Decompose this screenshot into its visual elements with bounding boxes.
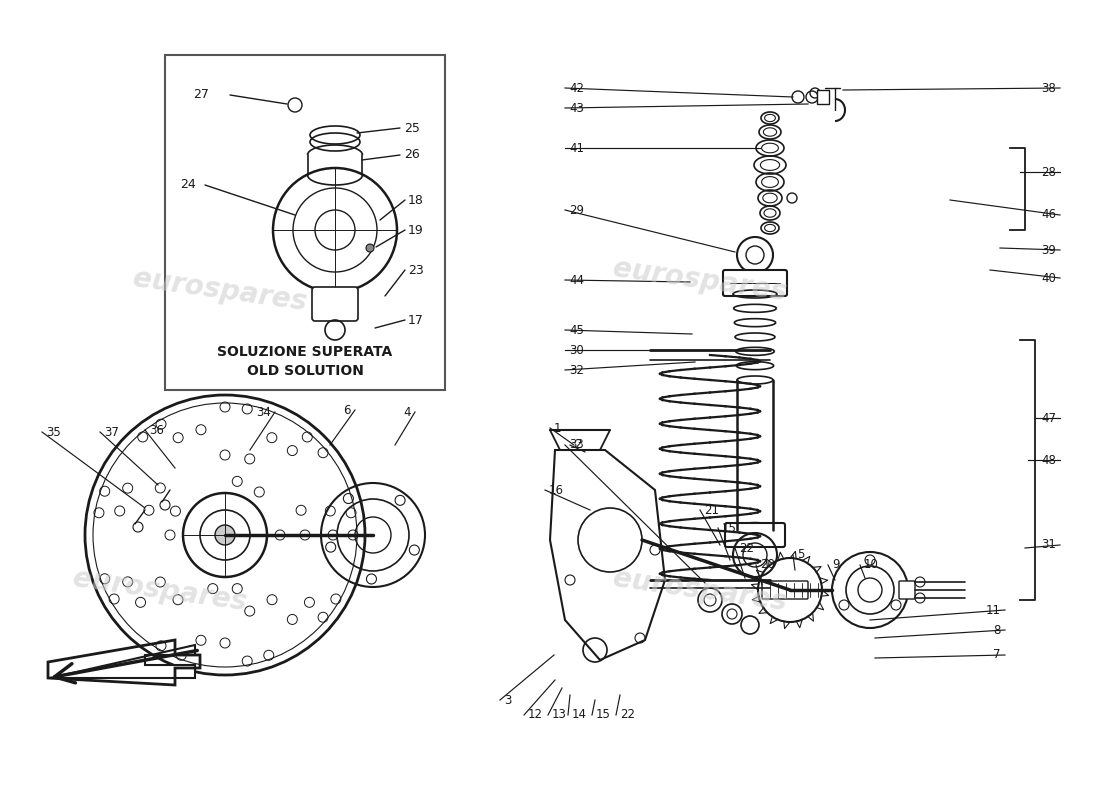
Text: SOLUZIONE SUPERATA: SOLUZIONE SUPERATA	[218, 345, 393, 359]
Text: 40: 40	[1041, 271, 1056, 285]
Text: 7: 7	[993, 649, 1001, 662]
FancyBboxPatch shape	[312, 287, 358, 321]
Text: 4: 4	[404, 406, 411, 418]
FancyBboxPatch shape	[165, 55, 446, 390]
Circle shape	[366, 244, 374, 252]
Text: 45: 45	[569, 323, 584, 337]
Text: 38: 38	[1042, 82, 1056, 94]
Text: 5: 5	[798, 549, 804, 562]
Text: eurospares: eurospares	[131, 264, 309, 316]
Text: 43: 43	[569, 102, 584, 114]
Text: 23: 23	[408, 263, 424, 277]
Text: 1: 1	[554, 422, 561, 434]
Text: 15: 15	[596, 709, 611, 722]
Text: 6: 6	[343, 403, 351, 417]
Text: 29: 29	[569, 203, 584, 217]
Text: 42: 42	[569, 82, 584, 94]
Text: 26: 26	[404, 149, 420, 162]
Text: OLD SOLUTION: OLD SOLUTION	[246, 364, 363, 378]
FancyBboxPatch shape	[899, 581, 915, 599]
Text: 36: 36	[148, 423, 164, 437]
Text: 48: 48	[1041, 454, 1056, 466]
Text: 22: 22	[620, 709, 635, 722]
FancyBboxPatch shape	[817, 90, 829, 104]
Text: 31: 31	[1041, 538, 1056, 551]
Text: 15: 15	[722, 522, 737, 534]
Text: 30: 30	[569, 343, 584, 357]
Text: 35: 35	[46, 426, 60, 438]
Text: 12: 12	[528, 709, 543, 722]
Text: 10: 10	[864, 558, 879, 571]
Text: 2: 2	[574, 438, 582, 451]
Text: 34: 34	[256, 406, 271, 418]
Text: 44: 44	[569, 274, 584, 286]
Text: 22: 22	[739, 542, 754, 554]
Text: 47: 47	[1041, 411, 1056, 425]
Text: 33: 33	[569, 438, 584, 451]
Text: 19: 19	[408, 223, 424, 237]
Text: 16: 16	[549, 483, 564, 497]
Text: 18: 18	[408, 194, 424, 206]
Text: 25: 25	[404, 122, 420, 134]
Text: 9: 9	[832, 558, 839, 571]
Text: 32: 32	[569, 363, 584, 377]
Text: 21: 21	[704, 503, 719, 517]
FancyBboxPatch shape	[725, 523, 785, 547]
Text: 27: 27	[192, 89, 209, 102]
Text: 41: 41	[569, 142, 584, 154]
Text: eurospares: eurospares	[612, 564, 789, 616]
FancyBboxPatch shape	[723, 270, 786, 296]
Text: 46: 46	[1041, 209, 1056, 222]
Text: 20: 20	[760, 558, 774, 571]
Text: 39: 39	[1041, 243, 1056, 257]
Text: 11: 11	[986, 603, 1001, 617]
Text: 17: 17	[408, 314, 424, 326]
Text: 8: 8	[993, 623, 1001, 637]
Circle shape	[214, 525, 235, 545]
Text: eurospares: eurospares	[612, 254, 789, 306]
Text: 37: 37	[104, 426, 119, 438]
FancyBboxPatch shape	[762, 581, 808, 599]
Text: 13: 13	[552, 709, 567, 722]
Text: 14: 14	[572, 709, 587, 722]
Text: eurospares: eurospares	[72, 564, 249, 616]
Text: 28: 28	[1041, 166, 1056, 178]
Polygon shape	[50, 645, 195, 678]
Text: 24: 24	[180, 178, 196, 191]
Text: 3: 3	[504, 694, 512, 706]
